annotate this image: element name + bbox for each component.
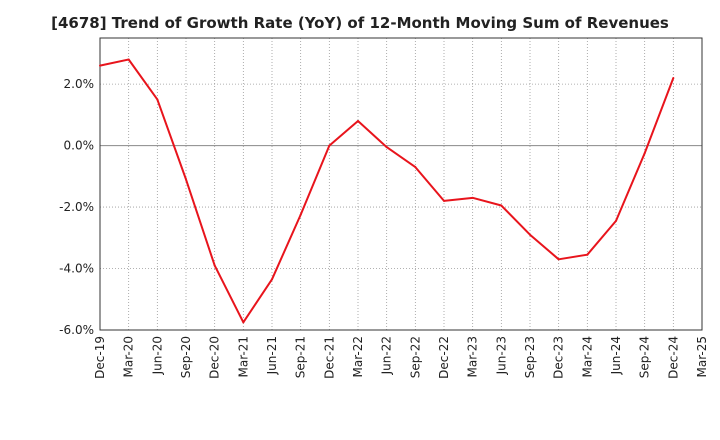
data-point <box>500 204 503 207</box>
data-point <box>471 196 474 199</box>
y-tick-label: -4.0% <box>59 262 94 276</box>
x-tick-label: Sep-20 <box>179 336 193 378</box>
x-tick-label: Mar-24 <box>580 336 594 377</box>
y-tick-label: 2.0% <box>64 77 95 91</box>
series-group <box>99 58 675 324</box>
data-point <box>443 199 445 202</box>
data-point <box>615 219 617 222</box>
x-tick-label: Sep-22 <box>408 336 422 378</box>
data-point <box>242 321 245 324</box>
y-axis-ticks: 2.0% 0.0% -2.0% -4.0% -6.0% <box>59 77 94 337</box>
data-point <box>156 98 159 101</box>
data-point <box>414 166 417 169</box>
y-tick-label: -6.0% <box>59 323 94 337</box>
data-point <box>299 213 302 216</box>
x-tick-label: Dec-21 <box>322 336 336 379</box>
gridlines <box>100 38 702 331</box>
data-point <box>127 58 130 61</box>
data-point <box>328 144 331 147</box>
x-tick-label: Jun-23 <box>494 336 508 375</box>
data-point <box>385 146 388 149</box>
x-tick-label: Dec-22 <box>437 336 451 379</box>
x-tick-label: Jun-22 <box>380 336 394 375</box>
x-tick-label: Sep-21 <box>294 336 308 378</box>
x-tick-label: Mar-23 <box>466 336 480 377</box>
x-tick-label: Dec-19 <box>93 336 107 379</box>
x-tick-label: Sep-24 <box>638 336 652 378</box>
data-point <box>643 152 646 155</box>
x-tick-label: Mar-20 <box>122 336 136 377</box>
data-point <box>529 233 531 236</box>
x-tick-label: Dec-23 <box>552 336 566 379</box>
x-tick-label: Jun-20 <box>150 336 164 375</box>
data-point <box>185 178 187 181</box>
x-tick-label: Dec-24 <box>666 336 680 379</box>
x-tick-label: Sep-23 <box>523 336 537 378</box>
chart-title: [4678] Trend of Growth Rate (YoY) of 12-… <box>51 14 669 32</box>
data-point <box>357 119 359 122</box>
x-tick-label: Jun-24 <box>609 336 623 375</box>
data-point <box>271 278 273 281</box>
y-tick-label: -2.0% <box>59 200 94 214</box>
y-tick-label: 0.0% <box>64 139 95 153</box>
x-tick-label: Mar-22 <box>351 336 365 377</box>
x-axis-ticks: Dec-19 Mar-20 Jun-20 Sep-20 Dec-20 Mar-21 Jun-… <box>93 336 709 379</box>
data-point <box>213 264 216 267</box>
data-point <box>672 76 675 79</box>
x-tick-label: Mar-21 <box>236 336 250 377</box>
data-point <box>586 253 589 256</box>
x-tick-label: Mar-25 <box>695 336 709 377</box>
x-tick-label: Dec-20 <box>208 336 222 379</box>
plot-area-frame <box>99 37 703 331</box>
x-tick-label: Jun-21 <box>265 336 279 375</box>
data-point <box>99 64 101 67</box>
data-point <box>557 258 560 261</box>
